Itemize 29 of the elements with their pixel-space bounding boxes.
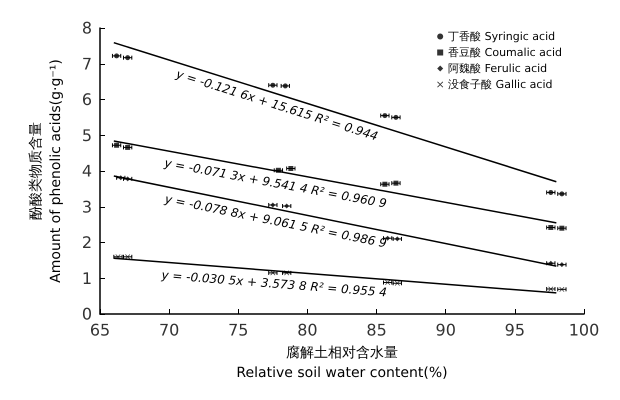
x-tick-label: 95 xyxy=(504,320,526,340)
annotation: y = -0.121 6x + 15.615 R² = 0.944 xyxy=(173,66,380,144)
x-tick-label: 85 xyxy=(366,320,387,340)
y-tick-label: 2 xyxy=(82,233,92,252)
annotation: y = -0.030 5x + 3.573 8 R² = 0.955 4 xyxy=(160,268,388,300)
x-tick-label: 90 xyxy=(436,320,456,340)
legend-label: 没食子酸 Gallic acid xyxy=(448,78,552,91)
x-tick-label: 75 xyxy=(228,320,248,340)
y-tick-label: 8 xyxy=(82,18,92,38)
legend-label: 香豆酸 Coumalic acid xyxy=(448,46,562,59)
y-tick-label: 4 xyxy=(82,162,92,180)
x-tick-label: 100 xyxy=(568,320,600,340)
legend-label: 阿魏酸 Ferulic acid xyxy=(448,62,548,75)
y-tick-label: 6 xyxy=(82,90,92,109)
x-tick-label: 65 xyxy=(90,320,110,340)
y-axis-title: 酚酸类物质含量 Amount of phenolic acids(g·g⁻¹) xyxy=(28,59,64,283)
y-tick-label: 5 xyxy=(82,126,92,145)
y-tick-label: 1 xyxy=(82,268,92,288)
point xyxy=(382,113,388,118)
point xyxy=(288,166,294,171)
x-tick-label: 80 xyxy=(297,320,318,340)
x-axis-title: 腐解土相对含水量 Relative soil water content(%) xyxy=(236,344,448,381)
x-tick-label: 70 xyxy=(158,320,180,340)
point xyxy=(382,182,388,187)
point xyxy=(276,168,281,173)
y-tick-label: 7 xyxy=(82,54,92,74)
legend-label: 丁香酸 Syringic acid xyxy=(448,30,556,43)
y-tick-label: 3 xyxy=(82,197,92,216)
y-tick-label: 0 xyxy=(82,304,92,324)
